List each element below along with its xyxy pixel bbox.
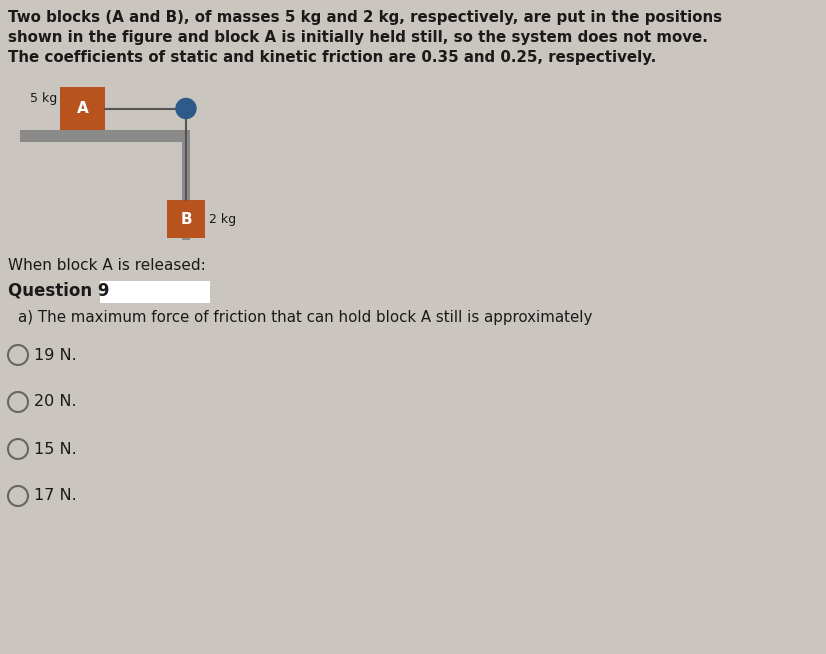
Bar (60, 87, 105, 130)
Text: 2 kg: 2 kg (209, 213, 236, 226)
Text: 5 kg: 5 kg (30, 92, 57, 105)
Text: 15 N.: 15 N. (34, 441, 77, 456)
Circle shape (176, 99, 196, 118)
Text: shown in the figure and block A is initially held still, so the system does not : shown in the figure and block A is initi… (8, 30, 708, 45)
Bar (100, 281, 210, 303)
Text: B: B (180, 211, 192, 226)
Text: 19 N.: 19 N. (34, 347, 77, 362)
Text: 17 N.: 17 N. (34, 489, 77, 504)
Bar (20, 130, 190, 142)
Text: 20 N.: 20 N. (34, 394, 77, 409)
Text: Two blocks (A and B), of masses 5 kg and 2 kg, respectively, are put in the posi: Two blocks (A and B), of masses 5 kg and… (8, 10, 722, 25)
Text: a) The maximum force of friction that can hold block A still is approximately: a) The maximum force of friction that ca… (18, 310, 592, 325)
Text: The coefficients of static and kinetic friction are 0.35 and 0.25, respectively.: The coefficients of static and kinetic f… (8, 50, 656, 65)
Text: When block A is released:: When block A is released: (8, 258, 206, 273)
Text: A: A (77, 101, 88, 116)
Bar (167, 200, 205, 238)
Text: Question 9: Question 9 (8, 282, 110, 300)
Bar (182, 130, 190, 240)
